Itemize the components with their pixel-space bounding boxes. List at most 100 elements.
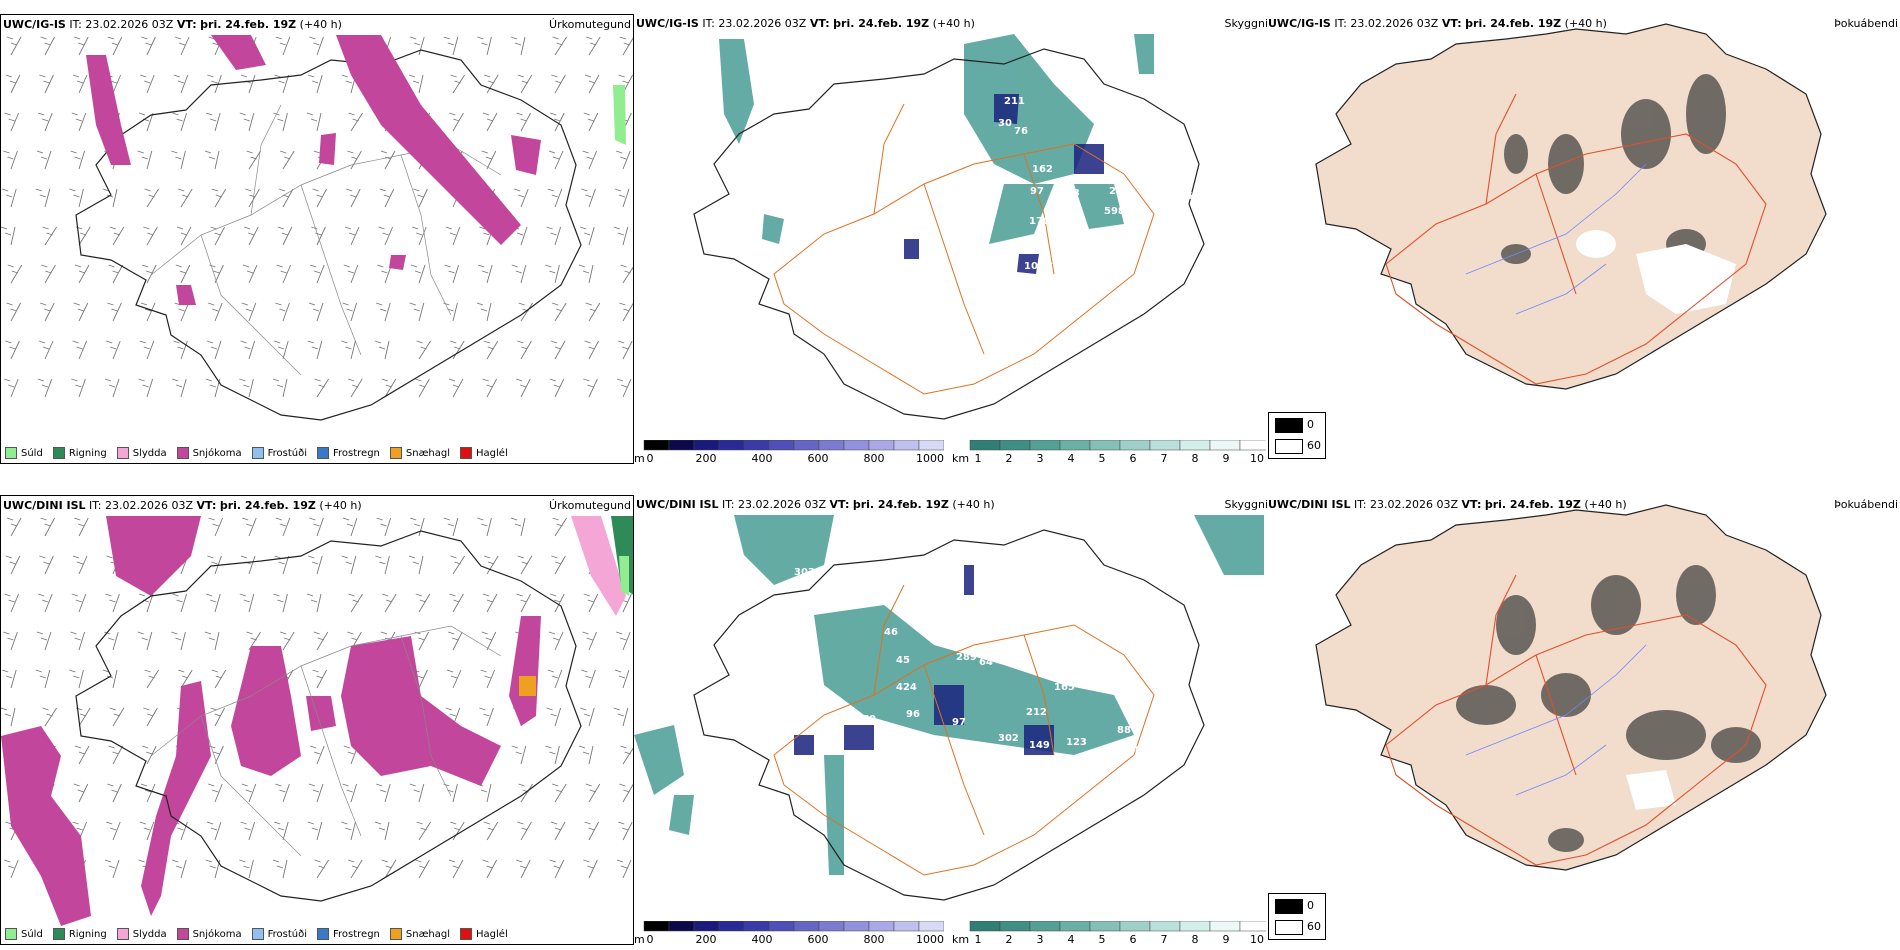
colorbar-tick: 800 [863, 452, 885, 464]
precip-value-label: 289 [956, 652, 977, 663]
colorbar-tick: 1 [974, 933, 982, 945]
fog-legend-black [1275, 899, 1303, 914]
colorbar-tick: 1 [974, 452, 982, 464]
colorbar-tick: 2 [1005, 933, 1013, 945]
graupel-area [519, 676, 536, 696]
precip-value-label: 148 [1121, 745, 1142, 756]
precip-value-label: 424 [896, 682, 917, 693]
colorbar-tick: 400 [751, 933, 773, 945]
precip-value-label: 12 [1046, 256, 1060, 267]
legend-swatch [389, 447, 402, 459]
precip-value-label: 70 [862, 714, 876, 725]
precip-value-label: 90 [919, 842, 933, 853]
precip-value-label: 97 [1030, 186, 1044, 197]
legend-item: Snjókoma [176, 928, 242, 940]
visibility-panel-row2: UWC/DINI ISL IT: 23.02.2026 03Z VT: þri.… [634, 495, 1270, 945]
colorbar-tick: 5 [1098, 933, 1106, 945]
panel-title: UWC/DINI ISL IT: 23.02.2026 03Z VT: þri.… [1268, 498, 1627, 511]
colorbar-tick: 9 [1222, 452, 1230, 464]
legend-item: Slydda [116, 928, 167, 940]
precip-value-label: 76 [1014, 126, 1028, 137]
legend-label: Frostúði [267, 447, 307, 459]
precip-value-label: 133 [1059, 188, 1080, 199]
fog-white-areas [1576, 230, 1736, 314]
fog-legend-black [1275, 418, 1303, 433]
snow-areas [1, 516, 541, 926]
colorbar-tick: 600 [807, 933, 829, 945]
iceland-land [1315, 23, 1827, 390]
precip-value-label: 85 [1179, 191, 1193, 202]
sleet-area [571, 516, 626, 616]
precip-value-label: 166 [1154, 146, 1175, 157]
legend-label: Slydda [132, 447, 167, 459]
legend-label: Frostregn [333, 928, 380, 940]
legend-swatch [317, 447, 329, 459]
precip-value-label: 123 [1066, 737, 1087, 748]
colorbar-tick: 8 [1191, 452, 1199, 464]
legend-item: Haglél [460, 928, 508, 940]
panel-type-label: Þokuábendi [1834, 17, 1898, 30]
colorbar-terrain: m 0 200 400 600 800 1000 [634, 439, 945, 464]
colorbar-tick: 600 [807, 452, 829, 464]
legend-swatch [389, 928, 402, 940]
legend-item: Rigning [52, 447, 107, 459]
legend-label: Snjókoma [192, 447, 242, 459]
precip-value-label: 434 [1139, 737, 1160, 748]
precip-value-label: 178 [1099, 136, 1120, 147]
precip-value-label: 212 [1026, 707, 1047, 718]
legend-item: Rigning [52, 928, 107, 940]
legend-label: Slydda [132, 928, 167, 940]
legend-swatch [116, 928, 129, 940]
legend-swatch [460, 447, 473, 459]
precip-value-label: 303 [794, 567, 815, 578]
colorbar-tick: 9 [1222, 933, 1230, 945]
roads [773, 103, 1155, 395]
legend-swatch [176, 447, 189, 459]
precip-value-label: 101 [1024, 261, 1045, 272]
colorbar-tick: 5 [1098, 452, 1106, 464]
legend-item: Frostregn [317, 447, 380, 459]
precip-value-label: 242 [1109, 186, 1130, 197]
fog-legend: 0 60 [1268, 412, 1326, 459]
colorbar-tick: 10 [1250, 933, 1264, 945]
colorbar-terrain: m 0 200 400 600 800 1000 [634, 920, 945, 945]
fog-legend-white [1275, 439, 1303, 454]
panel-title: UWC/IG-IS IT: 23.02.2026 03Z VT: þri. 24… [1268, 17, 1607, 30]
precip-legend: Súld Rigning Slydda Snjókoma Frostúði Frostre… [5, 447, 508, 459]
iceland-outline [693, 48, 1205, 420]
rivers [1465, 163, 1647, 315]
precip-value-label: 165 [1054, 682, 1075, 693]
precip-value-label: 267 [1102, 755, 1123, 766]
legend-item: Frostúði [251, 928, 307, 940]
precip-value-label: 49 [1010, 637, 1024, 648]
precip-value-label: 12 [959, 241, 973, 252]
legend-label: Snjókoma [192, 928, 242, 940]
panel-title: UWC/IG-IS IT: 23.02.2026 03Z VT: þri. 24… [3, 18, 342, 31]
colorbar-tick: 7 [1160, 933, 1168, 945]
colorbar-tick: 8 [1191, 933, 1199, 945]
precip-value-label: 190 [1174, 151, 1195, 162]
roads [150, 625, 502, 857]
legend-item: Snjókoma [176, 447, 242, 459]
vis-teal-areas [634, 515, 1264, 875]
precip-value-label: 65 [949, 146, 963, 157]
precip-value-label: 313 [1079, 241, 1100, 252]
legend-swatch [5, 928, 17, 940]
roads [773, 584, 1155, 876]
wind-barbs [1, 517, 633, 879]
colorbar-tick: 3 [1036, 452, 1044, 464]
precip-value-label: 97 [952, 717, 966, 728]
colorbar-tick: 800 [863, 933, 885, 945]
precip-value-label: 45 [896, 655, 910, 666]
legend-item: Haglél [460, 447, 508, 459]
colorbar-tick: 6 [1129, 452, 1137, 464]
colorbar-tick: 0 [646, 933, 654, 945]
legend-item: Frostúði [251, 447, 307, 459]
fog-panel-row1: UWC/IG-IS IT: 23.02.2026 03Z VT: þri. 24… [1266, 14, 1900, 464]
precip-value-label: 250 [1094, 261, 1115, 272]
precip-value-label: 302 [998, 733, 1019, 744]
legend-label: Súld [21, 447, 43, 459]
legend-item: Súld [5, 447, 43, 459]
